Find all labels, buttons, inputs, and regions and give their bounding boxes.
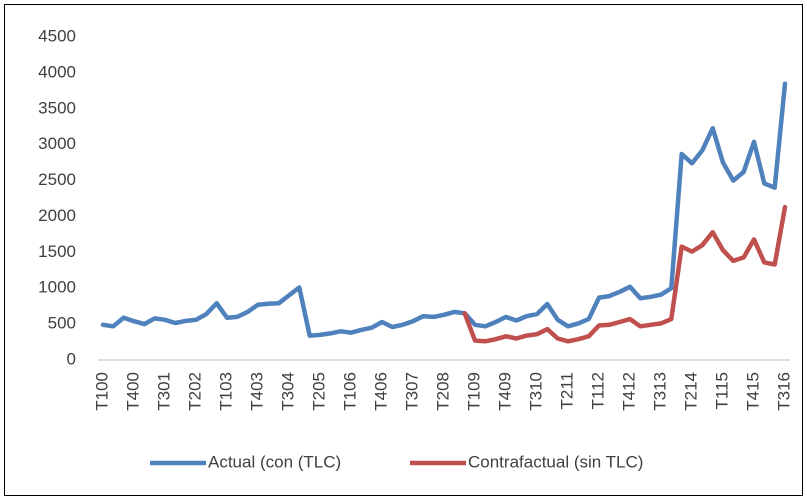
x-tick-label: T304 <box>278 372 297 411</box>
y-tick-label: 1500 <box>38 242 76 261</box>
y-tick-label: 4500 <box>38 26 76 45</box>
x-tick-label: T103 <box>216 372 235 411</box>
x-tick-label: T211 <box>557 372 576 410</box>
x-tick-label: T403 <box>247 372 266 411</box>
x-tick-label: T100 <box>92 372 111 411</box>
x-tick-label: T406 <box>371 372 390 411</box>
x-tick-label: T208 <box>433 372 452 411</box>
x-tick-label: T409 <box>495 372 514 411</box>
x-tick-label: T310 <box>526 372 545 411</box>
x-tick-label: T400 <box>123 372 142 411</box>
legend-label: Contrafactual (sin TLC) <box>468 452 643 471</box>
chart-frame <box>4 4 803 496</box>
x-tick-label: T313 <box>650 372 669 411</box>
x-tick-label: T412 <box>619 372 638 411</box>
y-tick-label: 1000 <box>38 278 76 297</box>
y-tick-label: 0 <box>67 349 76 368</box>
x-tick-label: T115 <box>712 372 731 410</box>
x-tick-label: T106 <box>340 372 359 411</box>
x-tick-label: T202 <box>185 372 204 411</box>
x-tick-label: T112 <box>588 372 607 410</box>
x-tick-label: T205 <box>309 372 328 411</box>
x-tick-label: T301 <box>154 372 173 411</box>
x-tick-label: T214 <box>681 372 700 411</box>
y-tick-label: 2000 <box>38 206 76 225</box>
y-tick-label: 500 <box>48 314 76 333</box>
series-line <box>100 81 788 338</box>
x-tick-label: T109 <box>464 372 483 411</box>
y-tick-label: 3500 <box>38 98 76 117</box>
series-line <box>462 204 788 344</box>
y-tick-label: 3000 <box>38 134 76 153</box>
x-tick-label: T316 <box>774 372 793 411</box>
x-tick-label: T307 <box>402 372 421 411</box>
legend-label: Actual (con (TLC) <box>208 452 341 471</box>
x-tick-label: T415 <box>743 372 762 411</box>
y-tick-label: 2500 <box>38 170 76 189</box>
y-tick-label: 4000 <box>38 62 76 81</box>
